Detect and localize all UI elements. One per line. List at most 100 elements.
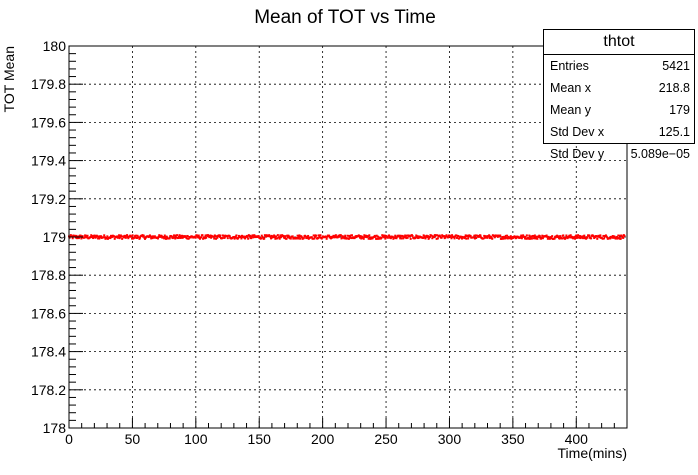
data-point [402,237,405,240]
data-point [300,236,303,239]
data-point [326,235,329,238]
data-point [475,237,478,240]
data-point [369,237,372,240]
data-point [472,236,475,239]
stats-row-mean-x: Mean x 218.8 [544,77,694,99]
data-point [525,237,528,240]
data-point [406,236,409,239]
data-point [175,236,178,239]
data-point [148,235,151,238]
data-point [283,237,286,240]
data-point [177,236,180,239]
data-point [274,235,277,238]
data-point [414,236,417,239]
data-point [85,236,88,239]
data-point [575,236,578,239]
data-point [100,235,103,238]
data-point [90,236,93,239]
data-point [103,234,106,237]
data-point [401,234,404,237]
data-point [374,235,377,238]
data-point [350,234,353,237]
data-point [92,236,95,239]
data-point [194,236,197,239]
data-point [163,234,166,237]
data-point [305,237,308,240]
data-point [551,235,554,238]
data-point [506,237,509,240]
data-point [424,237,427,240]
data-point [96,235,99,238]
data-point [541,234,544,237]
data-point [75,234,78,237]
data-point [514,235,517,238]
data-point [198,237,201,240]
data-point [347,237,350,240]
data-point [329,236,332,239]
data-point [173,234,176,237]
data-point [550,237,553,240]
data-point [180,236,183,239]
data-point [156,237,159,240]
data-point [197,234,200,237]
data-point [611,236,614,239]
stats-row-stddev-x: Std Dev x 125.1 [544,121,694,143]
data-point [113,237,116,240]
data-point [479,234,482,237]
data-point [358,234,361,237]
data-point [133,236,136,239]
data-point [195,234,198,237]
data-point [616,235,619,238]
data-point [400,237,403,240]
data-point [473,237,476,240]
data-point [286,236,289,239]
data-point [95,235,98,238]
data-point [340,237,343,240]
data-point [214,235,217,238]
data-point [172,236,175,239]
data-point [276,237,279,240]
data-point [105,237,108,240]
data-point [582,237,585,240]
y-tick-label: 178.4 [31,344,66,360]
data-point [131,237,134,240]
data-point [502,237,505,240]
data-point [291,235,294,238]
data-point [168,237,171,240]
data-point [349,236,352,239]
data-point [527,237,530,240]
data-point [179,236,182,239]
data-point [280,235,283,238]
data-point [377,237,380,240]
data-point [215,237,218,240]
data-point [383,234,386,237]
data-point [409,237,412,240]
data-point [141,234,144,237]
data-point [617,237,620,240]
data-point [135,234,138,237]
data-point [530,235,533,238]
data-point [456,236,459,239]
data-point [617,234,620,237]
data-point [443,235,446,238]
data-point [611,235,614,238]
data-point [69,234,72,237]
data-point [460,237,463,240]
data-point [451,234,454,237]
data-point [297,236,300,239]
data-point [363,234,366,237]
data-point [485,236,488,239]
stats-row-entries: Entries 5421 [544,55,694,77]
data-point [226,235,229,238]
data-point [203,237,206,240]
data-point [122,236,125,239]
data-point [355,236,358,239]
data-point [398,234,401,237]
data-point [312,234,315,237]
data-point [562,234,565,237]
data-point [130,235,133,238]
data-point [119,234,122,237]
data-point [435,234,438,237]
data-point [313,235,316,238]
data-point [341,235,344,238]
